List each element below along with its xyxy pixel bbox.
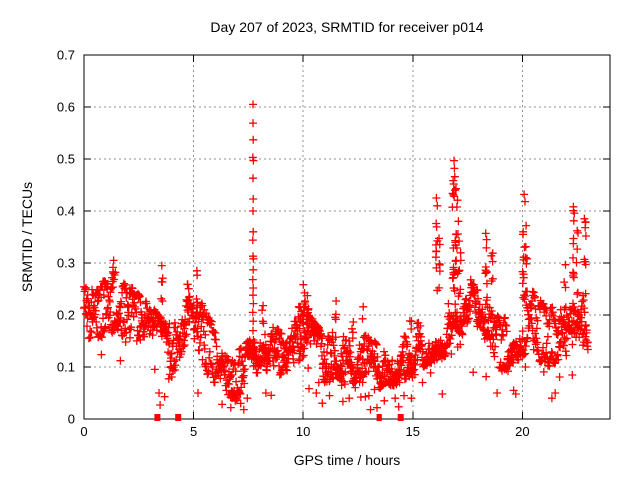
zero-value-marker	[175, 414, 182, 421]
y-tick-label: 0.2	[57, 308, 75, 323]
zero-value-marker	[376, 414, 380, 421]
y-axis-label: SRMTID / TECUs	[19, 181, 35, 293]
x-tick-label: 0	[80, 424, 87, 439]
x-tick-label: 15	[406, 424, 420, 439]
y-tick-label: 0.7	[57, 48, 75, 63]
chart-title: Day 207 of 2023, SRMTID for receiver p01…	[210, 19, 484, 35]
zero-value-marker	[378, 414, 382, 421]
zero-value-marker	[154, 414, 161, 421]
zero-value-marker	[397, 414, 404, 421]
x-tick-label: 10	[296, 424, 310, 439]
y-tick-label: 0.5	[57, 152, 75, 167]
x-tick-label: 20	[515, 424, 529, 439]
scatter-points	[80, 100, 592, 414]
x-tick-label: 5	[190, 424, 197, 439]
y-tick-label: 0.4	[57, 204, 75, 219]
y-tick-label: 0.6	[57, 100, 75, 115]
y-tick-label: 0.1	[57, 360, 75, 375]
x-axis-label: GPS time / hours	[293, 452, 401, 468]
y-tick-label: 0	[68, 412, 75, 427]
y-tick-label: 0.3	[57, 256, 75, 271]
